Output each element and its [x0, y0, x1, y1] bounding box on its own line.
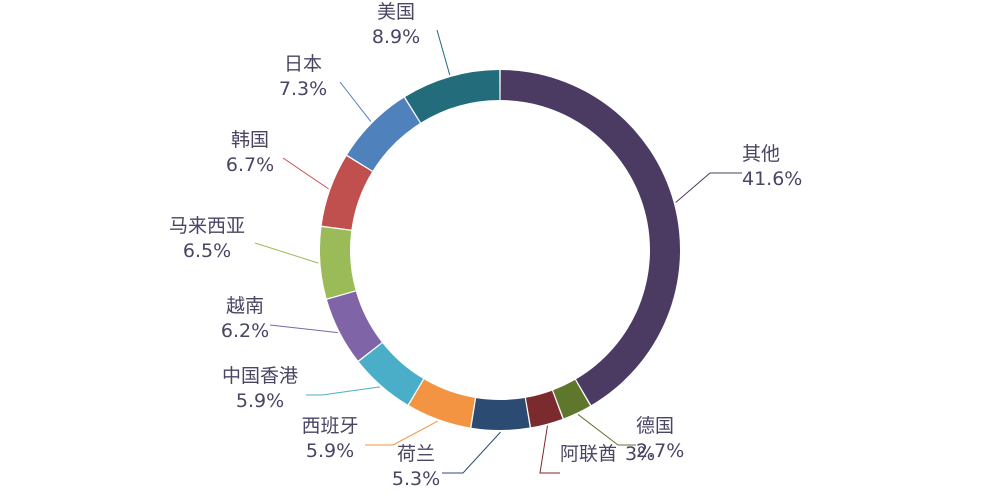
leader-line-8: [282, 157, 329, 190]
slice-6: [327, 291, 382, 361]
leader-line-0: [675, 172, 742, 203]
leader-line-1: [577, 414, 636, 446]
slice-8: [321, 156, 373, 230]
leader-line-3: [442, 431, 501, 474]
slice-10: [405, 70, 500, 123]
slice-label-4: 西班牙 5.9%: [301, 415, 358, 462]
leader-line-6: [269, 324, 338, 334]
slice-2: [525, 390, 563, 428]
slice-9: [347, 97, 420, 171]
slice-label-10: 美国 8.9%: [372, 1, 420, 48]
slice-label-6: 越南 6.2%: [221, 295, 269, 342]
leader-line-9: [339, 81, 372, 123]
slice-label-0: 其他 41.6%: [742, 143, 802, 190]
slice-5: [358, 343, 424, 405]
slice-1: [553, 379, 591, 419]
slice-label-8: 韩国 6.7%: [226, 129, 274, 176]
slice-label-5: 中国香港 5.9%: [222, 365, 298, 412]
leader-line-2: [539, 425, 560, 474]
slice-0: [500, 70, 681, 406]
slice-3: [471, 397, 530, 430]
leader-line-5: [306, 386, 381, 396]
leader-line-10: [436, 29, 451, 76]
slice-label-7: 马来西亚 6.5%: [169, 215, 245, 262]
slice-4: [408, 379, 476, 428]
slice-7: [320, 227, 356, 299]
slice-label-9: 日本 7.3%: [279, 53, 327, 100]
slice-label-2: 阿联酋 3%: [560, 443, 655, 465]
leader-line-7: [254, 242, 319, 264]
slice-label-1: 德国 2.7%: [636, 415, 684, 462]
leader-line-4: [365, 420, 439, 446]
slice-label-3: 荷兰 5.3%: [392, 443, 440, 490]
